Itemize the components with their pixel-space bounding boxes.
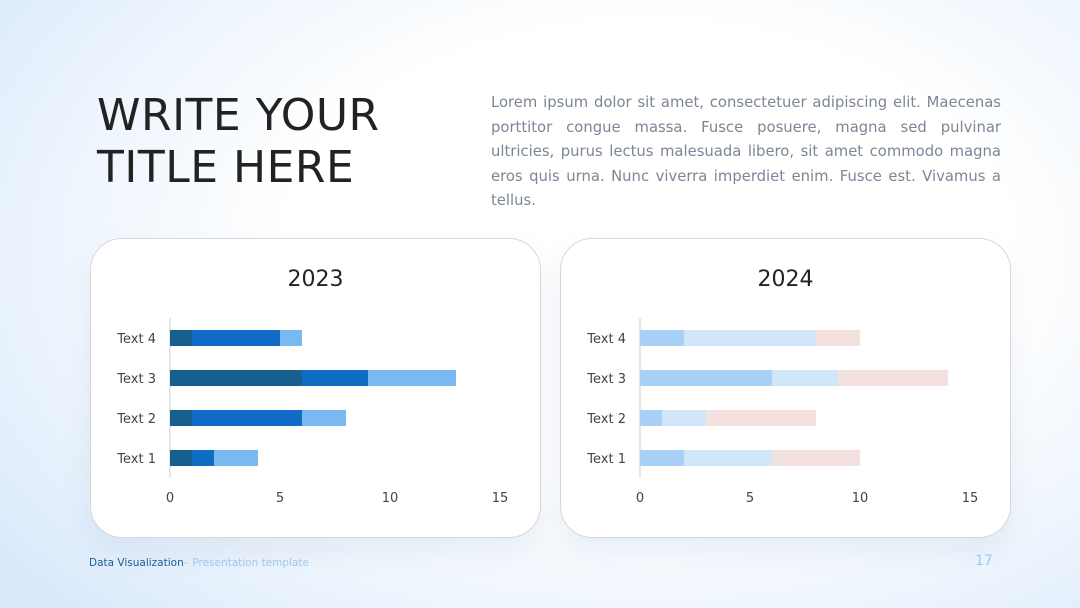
chart-2023-category-label: Text 4 <box>116 332 156 347</box>
chart-2023-bar-segment <box>170 330 192 346</box>
chart-2024-bar-segment <box>640 370 772 386</box>
chart-2024-category-label: Text 4 <box>586 332 626 347</box>
chart-2023-x-tick-label: 15 <box>492 491 509 506</box>
page-number: 17 <box>975 553 993 569</box>
chart-2023-bar-segment <box>170 410 192 426</box>
chart-2023-bar-segment <box>280 330 302 346</box>
intro-paragraph: Lorem ipsum dolor sit amet, consectetuer… <box>491 94 1001 210</box>
chart-2024-category-label: Text 2 <box>586 412 626 427</box>
chart-2023-category-label: Text 3 <box>116 372 156 387</box>
chart-2024-bar-segment <box>772 450 860 466</box>
chart-2023-bar-segment <box>214 450 258 466</box>
chart-2024-x-tick-label: 5 <box>746 491 754 506</box>
chart-2024-bar-segment <box>838 370 948 386</box>
chart-2023-title: 2023 <box>288 267 344 292</box>
chart-2024-category-label: Text 1 <box>586 452 626 467</box>
chart-2023-x-tick-label: 0 <box>166 491 174 506</box>
chart-2023-bar-segment <box>302 410 346 426</box>
chart-2024-bar-segment <box>706 410 816 426</box>
footer-sub-text: – Presentation template <box>183 557 310 569</box>
chart-2024-bar-segment <box>684 330 816 346</box>
chart-2024-bar-segment <box>640 450 684 466</box>
chart-2023-category-label: Text 1 <box>116 452 156 467</box>
slide-title-line-1: WRITE YOUR <box>97 90 380 141</box>
chart-2023-category-label: Text 2 <box>116 412 156 427</box>
chart-2023-bar-segment <box>192 450 214 466</box>
chart-2024-x-tick-label: 10 <box>852 491 869 506</box>
chart-2024-bar-segment <box>816 330 860 346</box>
chart-2024-bar-segment <box>640 330 684 346</box>
chart-2024-title: 2024 <box>758 267 814 292</box>
chart-2023-bar-segment <box>302 370 368 386</box>
chart-2023-bar-segment <box>192 410 302 426</box>
bar-chart-2024: 2024 Text 1 Text 2 Text 3 Text 4 0 5 10 15 <box>586 267 979 506</box>
chart-2023-bar-segment <box>192 330 280 346</box>
chart-2024-bar-segment <box>684 450 772 466</box>
footer: Data Visualization– Presentation templat… <box>89 557 309 569</box>
chart-2023-x-tick-label: 10 <box>382 491 399 506</box>
bar-chart-2023: 2023 Text 1 Text 2 Text 3 Text 4 0 5 10 15 <box>116 267 509 506</box>
chart-2023-bar-segment <box>368 370 456 386</box>
chart-2024-bar-segment <box>772 370 838 386</box>
chart-2024-x-tick-label: 0 <box>636 491 644 506</box>
chart-2024-bar-segment <box>640 410 662 426</box>
chart-2023-bar-segment <box>170 370 302 386</box>
chart-2023-x-tick-label: 5 <box>276 491 284 506</box>
chart-card-2024: 2024 Text 1 Text 2 Text 3 Text 4 0 5 10 15 <box>560 238 1011 538</box>
chart-card-2023: 2023 Text 1 Text 2 Text 3 Text 4 0 5 10 15 <box>90 238 541 538</box>
slide-title: WRITE YOUR TITLE HERE <box>97 90 380 194</box>
chart-2024-category-label: Text 3 <box>586 372 626 387</box>
slide-title-line-2: TITLE HERE <box>97 142 355 193</box>
chart-2024-x-tick-label: 15 <box>962 491 979 506</box>
chart-2023-bar-segment <box>170 450 192 466</box>
footer-main-text: Data Visualization <box>89 557 184 569</box>
chart-2024-bar-segment <box>662 410 706 426</box>
